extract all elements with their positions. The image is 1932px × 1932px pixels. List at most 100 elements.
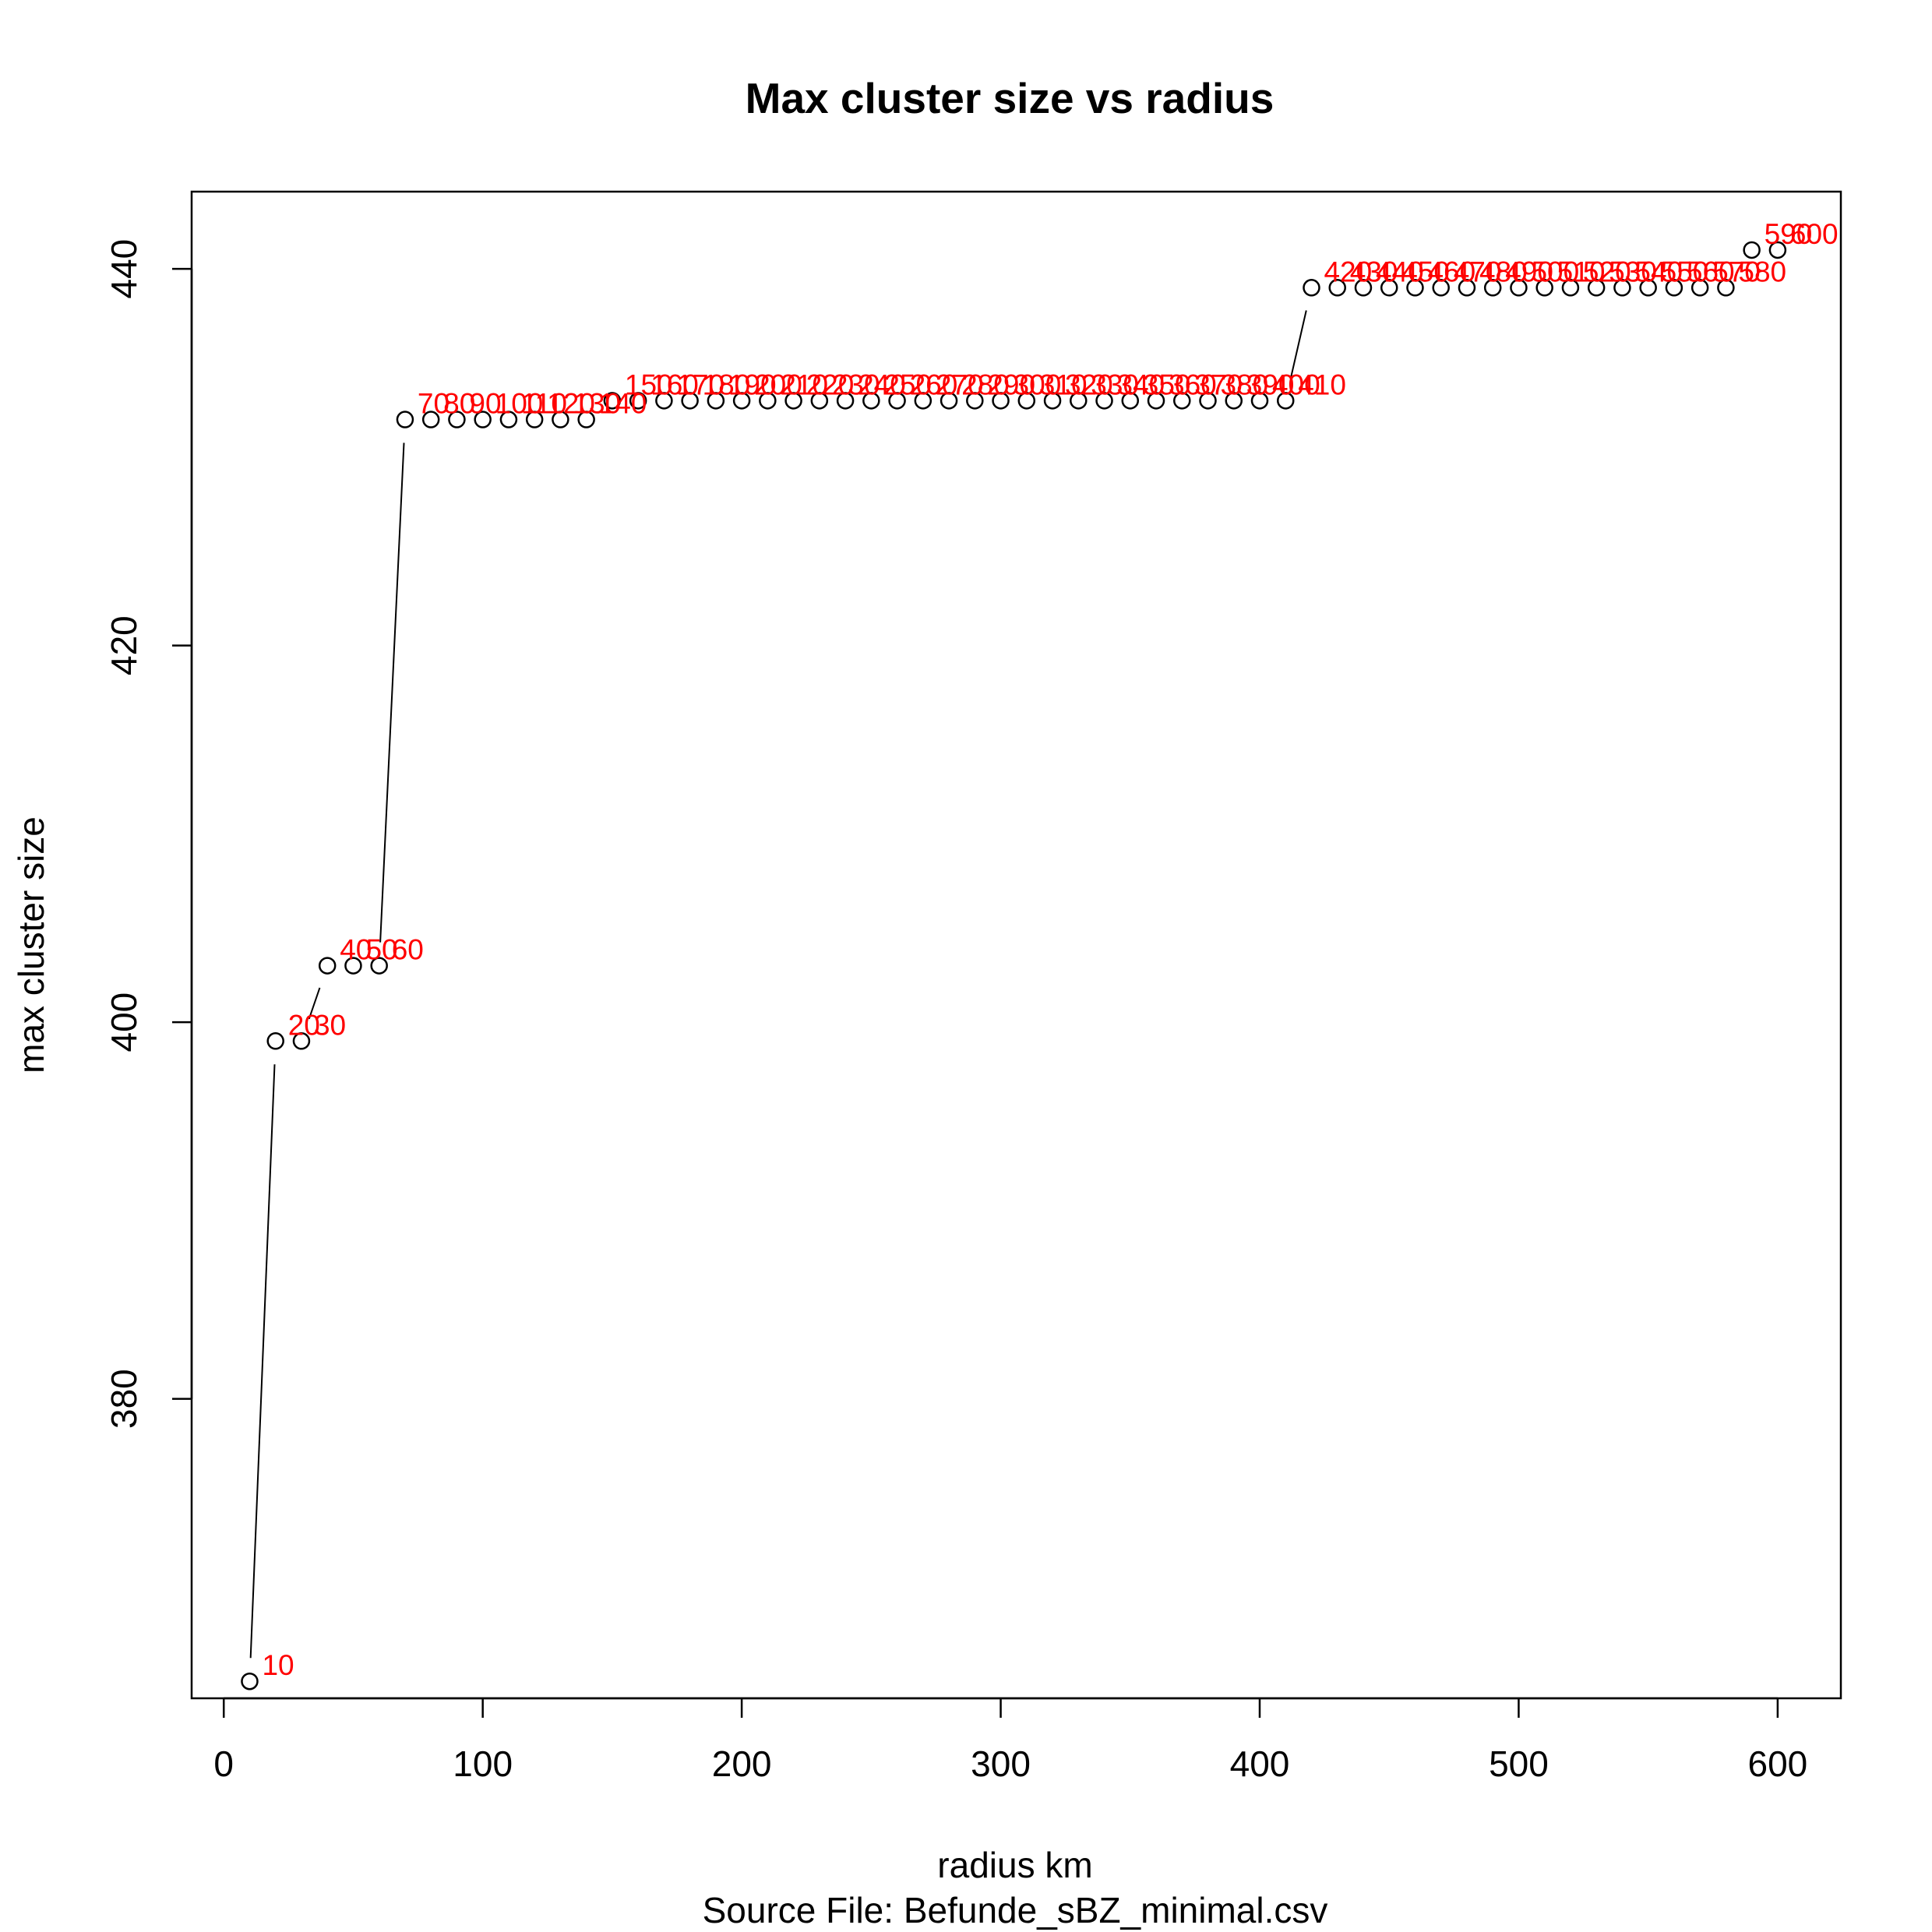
data-point bbox=[499, 411, 518, 428]
y-axis: 380 400 420 440 bbox=[104, 239, 193, 1429]
chart-subtitle: Source File: Befunde_sBZ_minimal.csv bbox=[703, 1890, 1328, 1930]
data-point bbox=[1510, 279, 1528, 297]
point-label: 270 bbox=[936, 368, 984, 400]
point-label: 360 bbox=[1169, 368, 1217, 400]
point-label: 510 bbox=[1557, 256, 1606, 287]
data-point bbox=[1328, 279, 1346, 297]
point-label: 30 bbox=[314, 1009, 346, 1041]
data-point bbox=[1276, 392, 1295, 410]
y-axis-label: max cluster size bbox=[11, 816, 51, 1074]
data-point bbox=[1043, 392, 1062, 410]
data-point bbox=[1768, 241, 1787, 259]
point-label: 40 bbox=[340, 934, 372, 966]
data-point bbox=[292, 1032, 311, 1050]
point-label: 240 bbox=[858, 368, 906, 400]
point-label: 460 bbox=[1427, 256, 1475, 287]
point-label: 440 bbox=[1376, 256, 1424, 287]
point-label: 450 bbox=[1401, 256, 1450, 287]
point-label: 370 bbox=[1194, 368, 1243, 400]
point-label: 410 bbox=[1298, 368, 1346, 400]
point-label: 140 bbox=[599, 388, 647, 420]
point-label: 350 bbox=[1143, 368, 1191, 400]
point-label: 150 bbox=[625, 368, 673, 400]
point-label: 330 bbox=[1091, 368, 1139, 400]
leader-line bbox=[308, 987, 321, 1020]
point-label: 470 bbox=[1454, 256, 1502, 287]
x-tick-label: 0 bbox=[213, 1743, 234, 1784]
point-label: 80 bbox=[443, 388, 475, 420]
data-point bbox=[1458, 279, 1476, 297]
data-point bbox=[577, 411, 595, 428]
x-tick-label: 100 bbox=[453, 1743, 513, 1784]
data-point bbox=[1535, 279, 1553, 297]
leader-line bbox=[249, 1064, 276, 1659]
point-label: 230 bbox=[832, 368, 880, 400]
data-point bbox=[241, 1672, 259, 1690]
data-point bbox=[1432, 279, 1450, 297]
data-point bbox=[1121, 392, 1140, 410]
data-point bbox=[1743, 241, 1761, 259]
label-leader-lines bbox=[249, 268, 1740, 1659]
point-label: 300 bbox=[1014, 368, 1062, 400]
data-point bbox=[1380, 279, 1398, 297]
leader-line bbox=[379, 442, 405, 943]
x-tick-label: 600 bbox=[1748, 1743, 1808, 1784]
data-point bbox=[370, 957, 388, 975]
data-point bbox=[1483, 279, 1502, 297]
data-point bbox=[525, 411, 544, 428]
point-label: 340 bbox=[1117, 368, 1165, 400]
point-label: 540 bbox=[1634, 256, 1683, 287]
data-point bbox=[1561, 279, 1580, 297]
x-tick-label: 400 bbox=[1230, 1743, 1290, 1784]
x-tick-label: 200 bbox=[712, 1743, 772, 1784]
data-point bbox=[1147, 392, 1165, 410]
point-label: 200 bbox=[754, 368, 802, 400]
y-tick-label: 400 bbox=[104, 992, 144, 1052]
point-label: 280 bbox=[961, 368, 1010, 400]
data-point bbox=[1095, 392, 1113, 410]
point-label: 430 bbox=[1350, 256, 1398, 287]
data-point bbox=[1717, 279, 1735, 297]
data-point bbox=[1199, 392, 1217, 410]
point-label: 160 bbox=[650, 368, 699, 400]
leader-line bbox=[1737, 268, 1740, 270]
data-point bbox=[1303, 279, 1320, 297]
x-axis-label: radius km bbox=[937, 1845, 1092, 1885]
point-label: 380 bbox=[1221, 368, 1269, 400]
chart-title: Max cluster size vs radius bbox=[746, 74, 1274, 122]
x-tick-label: 300 bbox=[971, 1743, 1031, 1784]
point-label: 60 bbox=[392, 934, 424, 966]
point-label: 500 bbox=[1531, 256, 1579, 287]
point-label: 490 bbox=[1505, 256, 1553, 287]
data-point bbox=[629, 392, 647, 410]
data-point bbox=[266, 1032, 284, 1050]
x-tick-label: 500 bbox=[1489, 1743, 1549, 1784]
point-label: 560 bbox=[1687, 256, 1735, 287]
point-label: 520 bbox=[1583, 256, 1631, 287]
data-point bbox=[810, 392, 829, 410]
point-label: 320 bbox=[1065, 368, 1113, 400]
point-label: 180 bbox=[703, 368, 751, 400]
data-point bbox=[655, 392, 673, 410]
data-point bbox=[1070, 392, 1088, 410]
data-point bbox=[1406, 279, 1424, 297]
point-label: 50 bbox=[365, 934, 397, 966]
point-label: 20 bbox=[288, 1009, 320, 1041]
y-tick-label: 420 bbox=[104, 615, 144, 675]
data-point bbox=[992, 392, 1010, 410]
data-point bbox=[1690, 279, 1709, 297]
point-label: 10 bbox=[262, 1649, 294, 1681]
data-point bbox=[552, 411, 569, 428]
point-label: 90 bbox=[469, 388, 501, 420]
data-point bbox=[421, 411, 440, 428]
point-label: 220 bbox=[806, 368, 855, 400]
point-label: 570 bbox=[1712, 256, 1761, 287]
data-point bbox=[914, 392, 933, 410]
data-point bbox=[1250, 392, 1269, 410]
data-points bbox=[241, 241, 1787, 1690]
point-label: 480 bbox=[1479, 256, 1528, 287]
data-point bbox=[862, 392, 880, 410]
y-tick-label: 380 bbox=[104, 1369, 144, 1429]
data-point bbox=[966, 392, 984, 410]
data-point bbox=[1665, 279, 1683, 297]
